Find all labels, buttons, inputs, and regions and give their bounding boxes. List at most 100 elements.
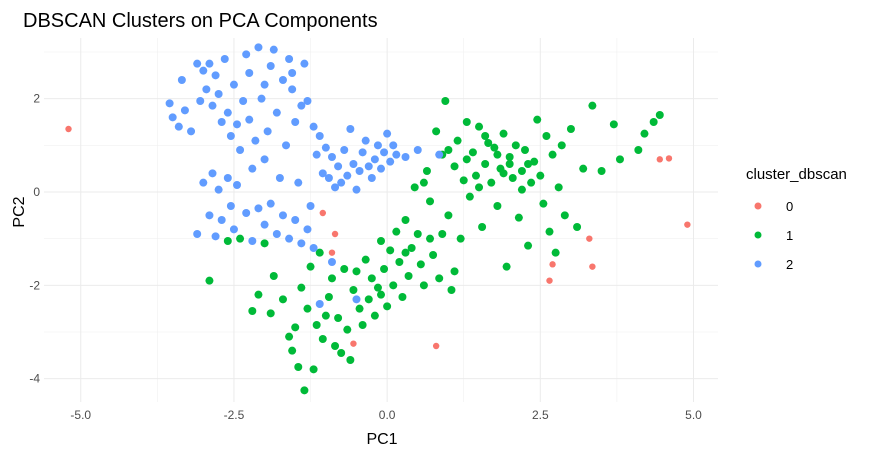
data-point-cluster-2 <box>377 164 385 173</box>
data-point-cluster-2 <box>367 174 376 182</box>
data-point-cluster-2 <box>263 127 272 136</box>
data-point-cluster-1 <box>447 286 456 294</box>
data-point-cluster-2 <box>318 169 327 178</box>
data-point-cluster-2 <box>217 118 226 126</box>
data-point-cluster-1 <box>484 139 493 147</box>
data-point-cluster-2 <box>275 174 284 182</box>
data-point-cluster-1 <box>334 314 343 322</box>
data-point-cluster-1 <box>536 171 545 180</box>
data-point-cluster-0 <box>319 209 326 217</box>
data-point-cluster-2 <box>229 80 238 89</box>
legend-label-1: 1 <box>786 228 793 243</box>
data-point-cluster-1 <box>462 155 471 164</box>
x-axis-label: PC1 <box>366 431 397 448</box>
data-point-cluster-2 <box>165 99 174 108</box>
data-point-cluster-2 <box>309 244 318 252</box>
data-point-cluster-0 <box>331 230 339 238</box>
data-point-cluster-2 <box>193 59 202 68</box>
data-point-cluster-2 <box>205 211 214 220</box>
x-tick-label: 2.5 <box>532 408 549 422</box>
data-point-cluster-2 <box>297 239 306 248</box>
data-point-cluster-2 <box>349 160 358 168</box>
data-point-cluster-1 <box>508 174 517 182</box>
data-point-cluster-1 <box>324 293 333 301</box>
data-point-cluster-1 <box>404 272 413 280</box>
data-point-cluster-2 <box>392 150 401 159</box>
data-point-cluster-1 <box>426 197 435 206</box>
data-point-cluster-1 <box>223 237 232 245</box>
data-point-cluster-2 <box>214 185 223 194</box>
data-point-cluster-2 <box>205 59 214 68</box>
data-point-cluster-1 <box>481 132 490 140</box>
data-point-cluster-0 <box>665 155 673 162</box>
data-point-cluster-0 <box>432 342 440 350</box>
data-point-cluster-1 <box>634 146 643 154</box>
data-point-cluster-1 <box>542 132 551 140</box>
data-point-cluster-2 <box>266 62 275 70</box>
data-point-cluster-2 <box>248 237 257 245</box>
data-point-cluster-2 <box>254 204 263 213</box>
data-point-cluster-1 <box>340 265 349 273</box>
data-point-cluster-2 <box>208 169 217 178</box>
data-point-cluster-2 <box>291 118 300 126</box>
data-point-cluster-1 <box>269 272 278 280</box>
data-point-cluster-1 <box>386 246 395 255</box>
x-tick-labels: -5.0 -2.5 0.0 2.5 5.0 <box>70 408 702 422</box>
data-point-cluster-2 <box>337 178 346 187</box>
data-point-cluster-1 <box>545 227 554 236</box>
data-point-cluster-2 <box>211 232 220 241</box>
data-point-cluster-1 <box>588 101 597 110</box>
data-point-cluster-1 <box>615 155 624 164</box>
data-point-cluster-2 <box>223 174 232 182</box>
data-point-cluster-1 <box>453 136 462 145</box>
data-point-cluster-2 <box>306 202 315 210</box>
data-point-cluster-2 <box>229 225 238 234</box>
data-point-cluster-1 <box>349 286 358 294</box>
data-point-cluster-1 <box>278 295 287 304</box>
legend-label-0: 0 <box>786 199 793 214</box>
data-point-cluster-1 <box>511 141 520 150</box>
data-point-cluster-2 <box>254 43 263 52</box>
x-tick-label: -5.0 <box>70 408 91 422</box>
data-point-cluster-1 <box>422 167 431 175</box>
data-point-cluster-2 <box>177 76 186 84</box>
grid-lines <box>44 38 718 402</box>
data-point-cluster-2 <box>355 167 364 175</box>
data-point-cluster-1 <box>410 183 419 192</box>
data-point-cluster-1 <box>429 251 438 259</box>
data-point-cluster-1 <box>450 162 459 171</box>
data-point-cluster-1 <box>312 321 321 329</box>
data-point-cluster-2 <box>233 181 242 189</box>
data-point-cluster-1 <box>309 365 318 374</box>
data-point-cluster-1 <box>346 356 355 364</box>
data-point-cluster-1 <box>475 183 484 192</box>
data-point-cluster-2 <box>315 300 324 308</box>
data-point-cluster-1 <box>419 281 428 290</box>
data-point-cluster-2 <box>245 115 254 124</box>
data-point-cluster-1 <box>539 199 548 208</box>
data-point-cluster-1 <box>303 304 312 313</box>
legend-title: cluster_dbscan <box>746 166 847 183</box>
data-point-cluster-0 <box>589 263 596 270</box>
data-point-cluster-1 <box>548 150 557 159</box>
data-point-cluster-0 <box>65 125 72 133</box>
data-point-cluster-2 <box>285 55 294 63</box>
x-tick-label: 5.0 <box>685 408 702 422</box>
data-point-cluster-2 <box>199 178 208 187</box>
data-point-cluster-2 <box>435 150 444 159</box>
data-point-cluster-1 <box>361 255 370 264</box>
data-point-cluster-2 <box>187 127 196 136</box>
data-point-cluster-1 <box>468 148 477 157</box>
data-point-cluster-0 <box>549 261 556 268</box>
data-point-cluster-2 <box>248 164 257 173</box>
data-point-cluster-1 <box>566 125 575 133</box>
data-point-cluster-1 <box>315 248 324 257</box>
data-point-cluster-1 <box>478 223 487 231</box>
data-point-cluster-2 <box>193 230 202 238</box>
data-point-cluster-1 <box>364 295 373 304</box>
data-point-cluster-2 <box>370 155 379 164</box>
data-point-cluster-2 <box>245 69 254 77</box>
data-point-cluster-2 <box>300 59 309 68</box>
data-point-cluster-1 <box>370 311 379 320</box>
